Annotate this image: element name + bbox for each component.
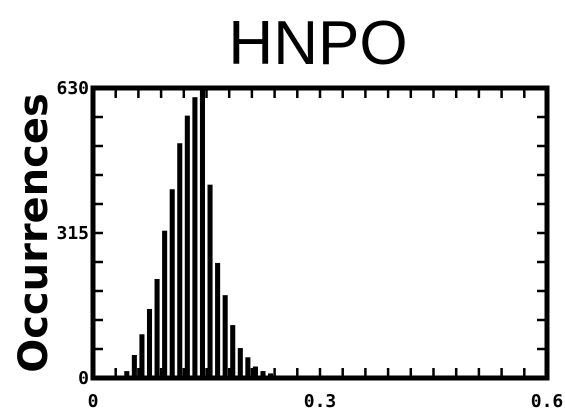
histogram-bar bbox=[177, 143, 183, 378]
histogram-bar bbox=[199, 88, 205, 378]
chart-title: HNPO bbox=[228, 9, 407, 78]
histogram-bar bbox=[169, 189, 175, 378]
y-axis-label: Occurrences bbox=[11, 93, 57, 373]
y-tick-label: 0 bbox=[78, 368, 89, 389]
x-tick-label: 0 bbox=[88, 391, 99, 412]
plot-frame bbox=[90, 85, 550, 381]
histogram-bar bbox=[230, 325, 236, 378]
bars-group bbox=[116, 88, 311, 379]
histogram-bar bbox=[245, 357, 251, 378]
histogram-bar bbox=[154, 279, 160, 378]
y-tick-label: 315 bbox=[56, 223, 89, 244]
histogram-bar bbox=[184, 115, 190, 379]
histogram-bar bbox=[237, 348, 243, 378]
histogram-bar bbox=[124, 371, 130, 378]
x-tick-label: 0.6 bbox=[531, 391, 564, 412]
histogram-bar bbox=[162, 230, 168, 378]
ticks-group bbox=[93, 88, 547, 378]
histogram-bar bbox=[222, 295, 228, 378]
histogram-bar bbox=[215, 262, 221, 378]
histogram-bar bbox=[131, 354, 137, 378]
histogram-bar bbox=[146, 308, 153, 378]
y-tick-label: 630 bbox=[56, 78, 89, 99]
histogram-bar bbox=[139, 334, 145, 378]
histogram-bar bbox=[192, 97, 198, 379]
x-tick-label: 0.3 bbox=[304, 391, 337, 412]
histogram-bar bbox=[252, 366, 258, 378]
histogram-bar bbox=[260, 371, 266, 378]
histogram-bar bbox=[207, 184, 213, 378]
tick-labels-group: 0 0.3 0.6 0 315 630 bbox=[56, 78, 563, 412]
